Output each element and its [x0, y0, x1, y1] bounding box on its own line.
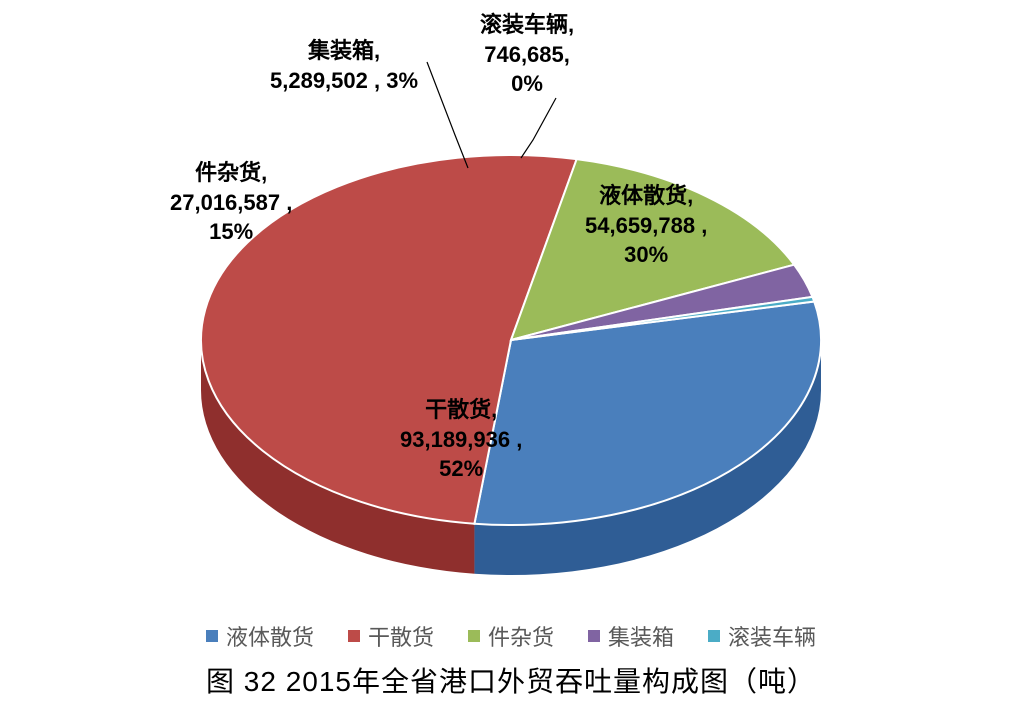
- leader-line: [521, 98, 556, 158]
- legend-item: 干散货: [348, 620, 434, 652]
- legend-swatch: [468, 630, 480, 642]
- legend-item: 集装箱: [588, 620, 674, 652]
- pie-chart: 液体散货,54,659,788 ,30% 干散货,93,189,936 ,52% 件…: [0, 0, 1022, 620]
- legend-item: 滚装车辆: [708, 620, 816, 652]
- legend-swatch: [588, 630, 600, 642]
- legend-label: 件杂货: [488, 620, 554, 652]
- data-label: 件杂货,27,016,587 ,15%: [170, 158, 292, 247]
- chart-caption: 图 32 2015年全省港口外贸吞吐量构成图（吨）: [0, 660, 1022, 700]
- legend-swatch: [206, 630, 218, 642]
- legend-item: 液体散货: [206, 620, 314, 652]
- data-label: 滚装车辆,746,685,0%: [480, 10, 574, 99]
- legend-item: 件杂货: [468, 620, 554, 652]
- legend-swatch: [708, 630, 720, 642]
- legend-label: 干散货: [368, 620, 434, 652]
- leader-line: [427, 62, 468, 168]
- legend-label: 集装箱: [608, 620, 674, 652]
- data-label: 干散货,93,189,936 ,52%: [400, 395, 522, 484]
- legend-label: 液体散货: [226, 620, 314, 652]
- legend-swatch: [348, 630, 360, 642]
- data-label: 集装箱,5,289,502 , 3%: [270, 36, 418, 95]
- data-label: 液体散货,54,659,788 ,30%: [585, 181, 707, 270]
- legend-label: 滚装车辆: [728, 620, 816, 652]
- legend: 液体散货 干散货 件杂货 集装箱 滚装车辆: [0, 620, 1022, 652]
